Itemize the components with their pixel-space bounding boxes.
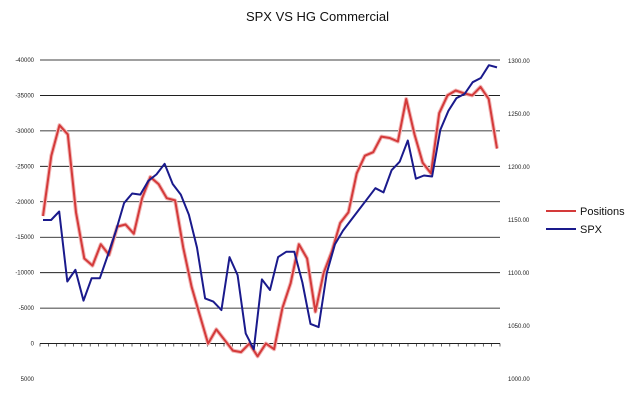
positions-line	[42, 85, 498, 358]
legend-label: SPX	[580, 224, 603, 236]
right-tick-label: 1100.00	[508, 271, 530, 277]
legend-label: Positions	[580, 206, 625, 218]
right-tick-label: 1300.00	[508, 59, 530, 65]
left-tick-label: -10000	[15, 271, 34, 277]
left-tick-label: 5000	[21, 377, 35, 383]
left-tick-label: 0	[31, 342, 35, 348]
right-tick-label: 1250.00	[508, 112, 530, 118]
legend: Positions SPX	[546, 206, 625, 236]
series-lines	[41, 64, 499, 359]
left-tick-label: -5000	[19, 306, 35, 312]
left-tick-label: -30000	[15, 129, 34, 135]
series-shadow	[41, 84, 499, 359]
spx-line	[43, 64, 498, 351]
left-axis-ticks: -40000 -35000 -30000 -25000 -20000 -15000 -100…	[15, 58, 34, 383]
right-tick-label: 1200.00	[508, 165, 530, 171]
left-tick-label: -15000	[15, 235, 34, 241]
left-tick-label: -20000	[15, 200, 34, 206]
right-tick-label: 1000.00	[508, 377, 530, 383]
gridlines	[40, 59, 500, 309]
left-tick-label: -40000	[15, 58, 34, 64]
chart-title: SPX VS HG Commercial	[245, 9, 390, 24]
right-tick-label: 1050.00	[508, 324, 530, 330]
left-tick-label: -35000	[15, 93, 34, 99]
left-tick-label: -25000	[15, 164, 34, 170]
right-axis-ticks: 1300.00 1250.00 1200.00 1150.00 1100.00 1050.…	[508, 59, 530, 383]
right-tick-label: 1150.00	[508, 218, 530, 224]
